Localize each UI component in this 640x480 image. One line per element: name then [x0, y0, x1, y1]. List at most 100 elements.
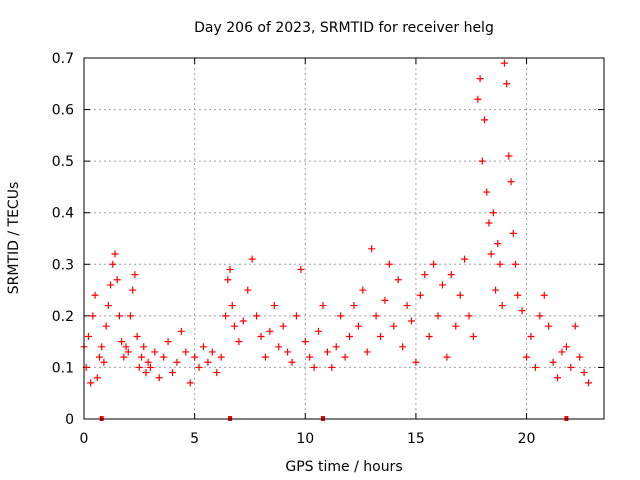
data-point: [485, 219, 493, 227]
data-point: [208, 348, 216, 356]
data-point: [341, 353, 349, 361]
data-point: [239, 317, 247, 325]
x-axis-label: GPS time / hours: [285, 459, 402, 475]
data-point: [363, 348, 371, 356]
y-tick-label: 0.3: [52, 257, 74, 273]
plot-frame: [83, 57, 605, 420]
data-point: [104, 302, 112, 310]
data-point: [266, 327, 274, 335]
data-point: [182, 348, 190, 356]
data-point: [531, 363, 539, 371]
data-point: [511, 260, 519, 268]
data-point: [474, 95, 482, 103]
data-point: [306, 353, 314, 361]
data-point: [177, 327, 185, 335]
data-point: [288, 358, 296, 366]
data-point: [430, 260, 438, 268]
data-point: [138, 353, 146, 361]
data-point: [131, 271, 139, 279]
y-axis-label: SRMTID / TECUs: [6, 182, 22, 295]
data-point: [447, 271, 455, 279]
data-point: [257, 332, 265, 340]
x-tick-label: 10: [296, 431, 314, 447]
data-point: [536, 312, 544, 320]
data-point: [319, 302, 327, 310]
data-point: [95, 353, 103, 361]
data-point: [244, 286, 252, 294]
data-point: [469, 332, 477, 340]
data-point: [87, 379, 95, 387]
data-point: [195, 363, 203, 371]
data-point: [489, 209, 497, 217]
data-point: [98, 343, 106, 351]
data-point: [253, 312, 261, 320]
data-point: [292, 312, 300, 320]
data-point: [270, 302, 278, 310]
data-point: [507, 178, 515, 186]
data-point: [554, 374, 562, 382]
data-point: [113, 276, 121, 284]
data-point: [124, 348, 132, 356]
grid: [84, 58, 604, 419]
y-tick-label: 0: [65, 412, 74, 428]
data-point: [523, 353, 531, 361]
data-point: [328, 363, 336, 371]
data-point: [84, 332, 92, 340]
x-tick-label: 0: [80, 431, 89, 447]
data-point: [230, 322, 238, 330]
data-point: [100, 358, 108, 366]
y-tick-label: 0.4: [52, 206, 74, 222]
data-point: [109, 260, 117, 268]
data-point: [412, 358, 420, 366]
data-point: [434, 312, 442, 320]
data-point: [135, 363, 143, 371]
data-point: [164, 338, 172, 346]
data-point: [248, 255, 256, 263]
data-point: [576, 353, 584, 361]
data-point: [186, 379, 194, 387]
data-point: [315, 327, 323, 335]
data-point: [527, 332, 535, 340]
data-point: [102, 322, 110, 330]
y-tick-label: 0.7: [52, 51, 74, 67]
data-point: [222, 312, 230, 320]
data-point: [494, 240, 502, 248]
data-point: [337, 312, 345, 320]
data-point: [146, 363, 154, 371]
data-point: [120, 353, 128, 361]
data-point: [425, 332, 433, 340]
data-point: [461, 255, 469, 263]
data-point: [492, 286, 500, 294]
data-point: [558, 348, 566, 356]
data-point: [580, 369, 588, 377]
data-point: [509, 229, 517, 237]
y-tick-label: 0.2: [52, 309, 74, 325]
data-point: [275, 343, 283, 351]
data-point: [224, 276, 232, 284]
data-point: [465, 312, 473, 320]
data-point: [407, 317, 415, 325]
data-point: [191, 353, 199, 361]
data-point: [204, 358, 212, 366]
x-tick-label: 15: [407, 431, 425, 447]
data-point: [421, 271, 429, 279]
data-point: [279, 322, 287, 330]
data-point: [235, 338, 243, 346]
data-point: [173, 358, 181, 366]
y-tick-label: 0.6: [52, 103, 74, 119]
data-point: [160, 353, 168, 361]
data-point: [261, 353, 269, 361]
data-point: [368, 245, 376, 253]
data-point: [213, 369, 221, 377]
data-point: [540, 291, 548, 299]
data-point: [93, 374, 101, 382]
data-point: [129, 286, 137, 294]
data-point: [438, 281, 446, 289]
data-point: [549, 358, 557, 366]
x-tick-label: 20: [518, 431, 536, 447]
data-point: [144, 358, 152, 366]
data-point: [332, 343, 340, 351]
data-point: [478, 157, 486, 165]
data-point: [394, 276, 402, 284]
data-point: [385, 260, 393, 268]
